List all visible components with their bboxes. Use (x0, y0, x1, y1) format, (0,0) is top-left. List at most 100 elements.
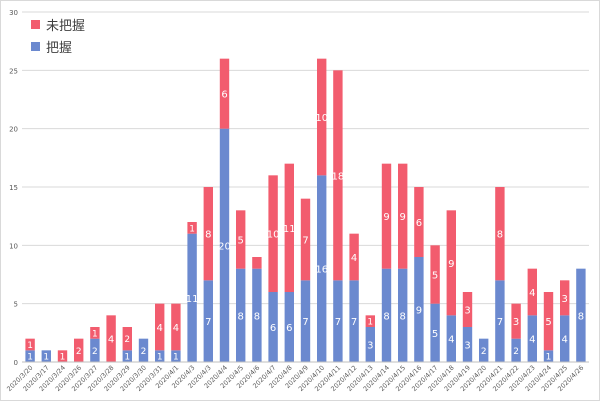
bar-unknown (219, 58, 230, 129)
data-label-known: 4 (562, 335, 568, 346)
bar-unknown (527, 268, 537, 316)
bar-known (252, 268, 262, 362)
data-label-unknown: 9 (400, 212, 406, 223)
data-label-known: 1 (27, 353, 33, 363)
data-label-unknown: 11 (283, 224, 296, 235)
data-label-unknown: 5 (545, 317, 551, 328)
data-label-unknown: 1 (60, 353, 66, 363)
data-label-unknown: 7 (302, 236, 308, 247)
bar-known (479, 338, 489, 362)
y-tick-label: 25 (9, 67, 18, 75)
bar-unknown (349, 233, 359, 281)
bar-known (284, 292, 294, 362)
legend-swatch-unknown (31, 19, 40, 29)
data-label-unknown: 1 (367, 318, 373, 328)
bar-unknown (106, 315, 116, 362)
data-label-known: 11 (186, 294, 199, 305)
data-label-known: 7 (497, 317, 503, 328)
data-label-known: 8 (578, 311, 584, 322)
bar-known (333, 280, 343, 362)
bar-unknown (365, 315, 375, 327)
bar-known (560, 315, 570, 362)
bar-known (543, 350, 554, 362)
data-label-known: 2 (513, 347, 519, 357)
bar-known (171, 350, 181, 362)
bar-unknown (414, 187, 424, 257)
data-label-known: 7 (205, 317, 211, 328)
data-label-unknown: 2 (124, 335, 130, 345)
bar-known (398, 268, 408, 362)
data-label-known: 16 (315, 265, 328, 276)
bar-known (527, 315, 537, 362)
bar-unknown (284, 163, 294, 292)
bar-known (462, 327, 473, 362)
data-label-unknown: 5 (432, 271, 438, 282)
bar-known (138, 338, 149, 362)
data-label-unknown: 4 (351, 253, 357, 264)
data-label-unknown: 3 (464, 306, 470, 317)
y-tick-label: 15 (9, 184, 18, 192)
bar-unknown (171, 303, 181, 351)
y-tick-label: 10 (9, 242, 18, 250)
data-label-known: 9 (416, 306, 422, 317)
legend-swatch-known (31, 41, 40, 51)
data-label-unknown: 2 (76, 347, 82, 357)
data-label-unknown: 4 (108, 335, 114, 346)
bar-known (203, 280, 213, 362)
data-label-known: 6 (286, 323, 292, 334)
data-label-known: 1 (43, 353, 49, 363)
data-label-known: 5 (432, 329, 438, 340)
bar-unknown (25, 338, 35, 351)
legend-label-unknown: 未把握 (46, 18, 86, 34)
bar-unknown (317, 58, 327, 176)
bar-known (576, 268, 586, 362)
data-label-unknown: 10 (315, 113, 328, 124)
data-label-known: 8 (254, 311, 260, 322)
data-label-known: 7 (302, 317, 308, 328)
data-label-known: 7 (335, 317, 341, 328)
bar-known (381, 268, 392, 362)
data-label-known: 1 (173, 353, 179, 363)
bar-known (317, 175, 327, 362)
data-label-known: 7 (351, 317, 357, 328)
legend-item-known: 把握 (31, 35, 85, 57)
data-label-unknown: 6 (221, 90, 227, 101)
data-label-known: 6 (270, 323, 276, 334)
bar-known (25, 350, 35, 362)
data-label-unknown: 9 (383, 212, 389, 223)
data-label-known: 20 (218, 241, 231, 252)
data-label-known: 3 (464, 341, 470, 352)
bar-unknown (74, 338, 84, 362)
legend-item-unknown: 未把握 (31, 13, 85, 35)
bar-known (122, 350, 132, 362)
bar-unknown (333, 70, 343, 281)
data-label-unknown: 1 (92, 329, 98, 339)
bar-unknown (430, 245, 440, 304)
bar-unknown (187, 222, 197, 234)
bar-unknown (543, 292, 554, 351)
data-label-unknown: 8 (497, 230, 503, 241)
data-label-unknown: 5 (238, 236, 244, 247)
bar-known (236, 268, 246, 362)
bar-unknown (268, 175, 278, 292)
bar-known (155, 350, 165, 362)
bar-unknown (252, 257, 262, 269)
y-tick-label: 20 (9, 126, 18, 134)
bar-known (495, 280, 505, 362)
y-tick-label: 30 (9, 9, 18, 17)
bar-known (90, 338, 100, 362)
data-label-known: 3 (367, 341, 373, 352)
bar-unknown (300, 198, 311, 281)
bar-known (430, 303, 440, 362)
data-label-unknown: 1 (27, 341, 33, 351)
data-label-known: 8 (238, 311, 244, 322)
data-label-known: 4 (448, 335, 454, 346)
data-label-known: 1 (157, 353, 163, 363)
data-label-known: 2 (92, 347, 98, 357)
data-label-known: 8 (400, 311, 406, 322)
data-label-unknown: 1 (189, 224, 195, 234)
data-label-known: 2 (481, 347, 487, 357)
bar-known (446, 315, 456, 362)
